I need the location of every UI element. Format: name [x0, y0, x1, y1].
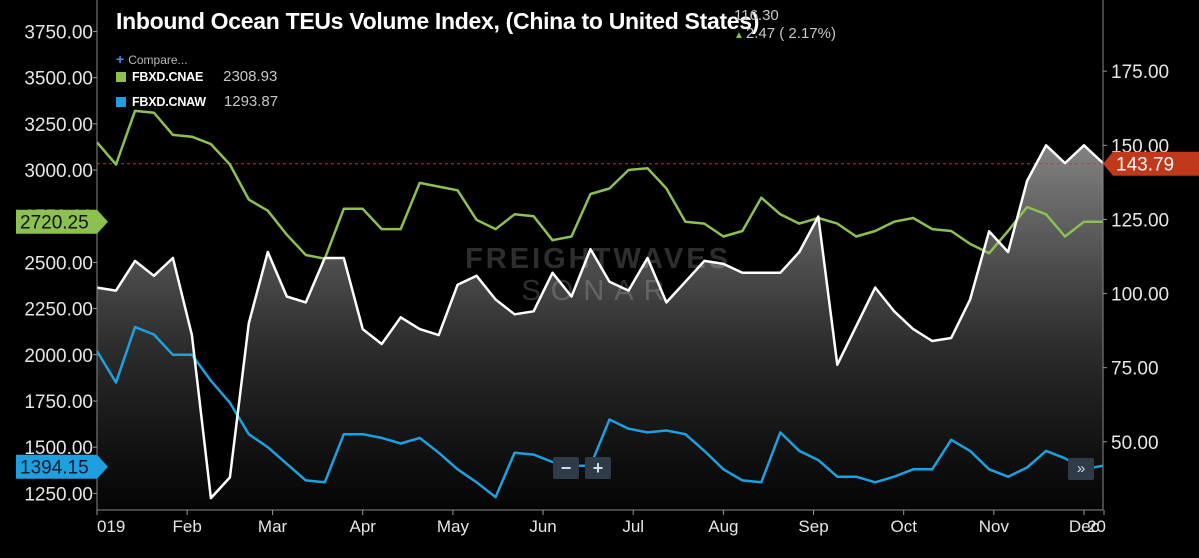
left-tick-label: 3250.00 — [24, 115, 93, 136]
compare-label: Compare... — [128, 53, 188, 67]
right-tick-label: 75.00 — [1111, 359, 1159, 380]
change-value: ▲ 2.47 ( 2.17%) — [734, 25, 836, 42]
legend-swatch — [116, 71, 126, 82]
compare-button[interactable]: + Compare... — [116, 51, 188, 67]
legend-swatch — [116, 96, 126, 107]
left-value-marker: 2720.25 — [16, 209, 108, 234]
x-tick-label: Aug — [708, 517, 738, 536]
x-tick-label: Mar — [258, 517, 288, 536]
marker-label: 1394.15 — [20, 458, 89, 479]
legend-value: 1293.87 — [223, 93, 279, 110]
legend-name: FBXD.CNAW — [132, 94, 206, 109]
marker-label: 2720.25 — [20, 213, 89, 234]
x-tick-label: Nov — [979, 517, 1010, 536]
x-tick-label: 019 — [97, 517, 125, 536]
marker-tag — [16, 209, 108, 234]
right-tick-label: 50.00 — [1111, 433, 1159, 454]
change-text: 2.47 ( 2.17%) — [745, 25, 836, 42]
left-value-marker: 1394.15 — [16, 454, 108, 479]
marker-tag — [1103, 151, 1199, 176]
x-tick-label: Jun — [529, 517, 556, 536]
right-tick-label: 125.00 — [1111, 210, 1169, 231]
up-arrow-icon: ▲ — [734, 30, 744, 41]
watermark-line2: SONAR — [521, 275, 674, 307]
chart-title: Inbound Ocean TEUs Volume Index, (China … — [116, 8, 760, 34]
right-value-marker: 143.79 — [1103, 151, 1199, 176]
right-tick-label: 100.00 — [1111, 285, 1169, 306]
left-tick-label: 2250.00 — [24, 300, 93, 321]
x-tick-label: Sep — [798, 517, 828, 536]
legend-name: FBXD.CNAE — [132, 69, 204, 84]
x-tick-label: Feb — [173, 517, 202, 536]
last-value: 116.30 — [734, 7, 779, 24]
legend-value: 2308.93 — [223, 68, 278, 85]
left-tick-label: 3000.00 — [24, 161, 93, 182]
x-tick-label: May — [437, 517, 470, 536]
zoom-out-button[interactable]: − — [553, 457, 579, 479]
legend-item-cnaw[interactable]: FBXD.CNAW 1293.87 — [116, 93, 278, 110]
series-line-inbound-ocean-teus-volume-index — [96, 144, 1104, 500]
x-tick-label: 20 — [1087, 517, 1106, 536]
series-line-fbxd-cnae — [96, 109, 1103, 260]
left-tick-label: 1750.00 — [24, 392, 93, 413]
left-tick-label: 2000.00 — [24, 346, 93, 367]
legend-item-cnae[interactable]: FBXD.CNAE 2308.93 — [116, 68, 277, 85]
x-tick-label: Dec — [1069, 517, 1100, 536]
watermark-line1: FREIGHTWAVES — [465, 243, 731, 275]
x-tick-label: Apr — [350, 517, 377, 536]
left-tick-label: 1500.00 — [24, 438, 93, 459]
left-tick-label: 3750.00 — [24, 22, 93, 43]
marker-tag — [16, 454, 108, 479]
x-tick-label: Jul — [622, 517, 644, 536]
zoom-in-button[interactable]: + — [585, 457, 611, 479]
left-tick-label: 3500.00 — [24, 69, 93, 90]
right-tick-label: 175.00 — [1111, 62, 1169, 83]
x-tick-label: Oct — [890, 517, 917, 536]
expand-icon[interactable]: » — [1068, 458, 1094, 480]
left-tick-label: 1250.00 — [24, 484, 93, 505]
marker-label: 143.79 — [1116, 155, 1174, 176]
series-line-fbxd-cnaw — [95, 325, 1104, 499]
index-area — [97, 145, 1103, 511]
left-tick-label: 2500.00 — [24, 253, 93, 274]
plus-icon: + — [116, 51, 125, 67]
